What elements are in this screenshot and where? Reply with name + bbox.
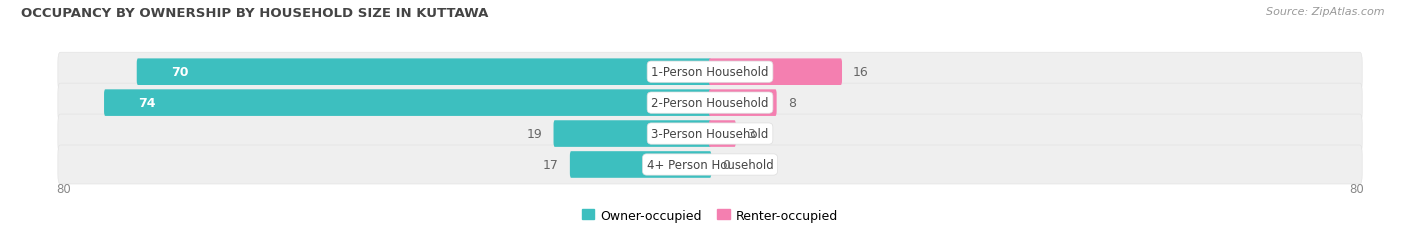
Legend: Owner-occupied, Renter-occupied: Owner-occupied, Renter-occupied: [576, 204, 844, 227]
Text: OCCUPANCY BY OWNERSHIP BY HOUSEHOLD SIZE IN KUTTAWA: OCCUPANCY BY OWNERSHIP BY HOUSEHOLD SIZE…: [21, 7, 488, 20]
Text: 70: 70: [170, 66, 188, 79]
FancyBboxPatch shape: [58, 145, 1362, 184]
FancyBboxPatch shape: [58, 53, 1362, 92]
Text: 19: 19: [527, 128, 543, 140]
FancyBboxPatch shape: [58, 84, 1362, 123]
FancyBboxPatch shape: [709, 121, 735, 147]
FancyBboxPatch shape: [554, 121, 711, 147]
Text: 16: 16: [853, 66, 869, 79]
Text: 74: 74: [138, 97, 156, 110]
Text: 8: 8: [787, 97, 796, 110]
Text: 3-Person Household: 3-Person Household: [651, 128, 769, 140]
Text: 80: 80: [1350, 182, 1364, 195]
Text: 17: 17: [543, 158, 558, 171]
Text: 80: 80: [56, 182, 70, 195]
Text: 4+ Person Household: 4+ Person Household: [647, 158, 773, 171]
Text: 1-Person Household: 1-Person Household: [651, 66, 769, 79]
FancyBboxPatch shape: [104, 90, 711, 116]
FancyBboxPatch shape: [136, 59, 711, 86]
FancyBboxPatch shape: [709, 59, 842, 86]
FancyBboxPatch shape: [569, 152, 711, 178]
Text: 3: 3: [747, 128, 755, 140]
FancyBboxPatch shape: [709, 90, 776, 116]
Text: 0: 0: [723, 158, 730, 171]
Text: Source: ZipAtlas.com: Source: ZipAtlas.com: [1267, 7, 1385, 17]
FancyBboxPatch shape: [58, 115, 1362, 153]
Text: 2-Person Household: 2-Person Household: [651, 97, 769, 110]
